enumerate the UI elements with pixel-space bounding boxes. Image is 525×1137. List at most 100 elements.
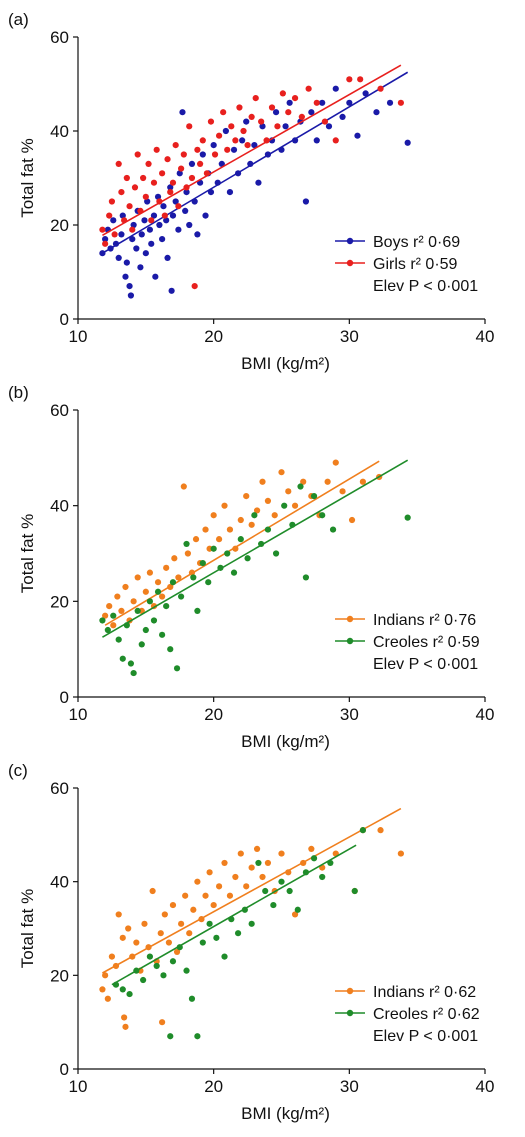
data-point [310, 855, 318, 862]
data-point [188, 995, 196, 1002]
data-point [234, 930, 242, 937]
data-point [148, 240, 155, 247]
data-point [142, 250, 149, 257]
data-point [168, 287, 175, 294]
y-tick-label: 40 [50, 873, 69, 892]
x-tick-label: 40 [476, 327, 495, 346]
data-point [194, 878, 201, 885]
y-tick-label: 60 [50, 28, 69, 47]
data-point [183, 189, 190, 196]
data-point [232, 137, 239, 144]
data-point [213, 934, 220, 941]
data-point [272, 550, 280, 557]
data-point [141, 217, 148, 224]
data-point [346, 99, 353, 106]
data-point [141, 920, 148, 927]
data-point [313, 99, 320, 106]
panel-label: (a) [8, 10, 29, 29]
data-point [305, 85, 312, 92]
data-point [329, 526, 337, 533]
data-point [169, 579, 177, 586]
y-tick-label: 0 [60, 1060, 69, 1079]
legend-marker [346, 259, 354, 267]
data-point [159, 593, 166, 600]
data-point [142, 193, 149, 200]
chart-panel-2: (b) 0 20 40 60 10 20 30 40 BMI (kg/m²) Total fat %… [8, 383, 494, 751]
data-point [244, 555, 251, 562]
data-point [278, 469, 285, 476]
legend-entry: Indians r² 0·76 [373, 612, 476, 629]
data-point [236, 104, 243, 111]
data-point [161, 911, 168, 918]
data-point [222, 127, 229, 135]
data-point [281, 502, 288, 509]
data-point [282, 123, 289, 130]
data-point [199, 939, 206, 946]
data-point [154, 193, 162, 200]
data-point [122, 1023, 129, 1030]
data-point [144, 198, 151, 205]
data-point [207, 118, 215, 125]
data-point [188, 174, 196, 182]
data-point [129, 236, 136, 243]
legend-entry: Creoles r² 0·59 [373, 634, 480, 651]
data-point [126, 283, 133, 290]
data-point [175, 574, 182, 581]
data-point [161, 212, 168, 219]
data-point [146, 598, 154, 605]
data-point [119, 934, 126, 941]
data-point [110, 217, 117, 224]
data-point [114, 593, 121, 600]
data-point [294, 906, 301, 913]
data-point [262, 887, 269, 895]
data-point [140, 174, 147, 182]
data-point [321, 118, 329, 125]
data-point [102, 236, 109, 243]
y-tick-label: 0 [60, 688, 69, 707]
data-point [146, 569, 154, 576]
data-point [221, 502, 228, 509]
data-point [146, 226, 154, 233]
data-point [167, 646, 174, 653]
data-point [125, 925, 132, 932]
data-point [154, 588, 162, 595]
data-point [160, 203, 167, 210]
data-point [127, 660, 135, 667]
data-point [404, 514, 411, 521]
data-point [339, 488, 346, 495]
data-point [169, 212, 177, 219]
data-point [111, 231, 118, 238]
data-point [302, 198, 310, 205]
data-point [210, 545, 217, 552]
data-point [130, 669, 137, 677]
data-point [119, 212, 126, 219]
data-point [194, 607, 201, 615]
data-point [272, 109, 280, 116]
data-point [163, 564, 170, 571]
data-point [300, 478, 307, 485]
x-tick-label: 20 [204, 705, 223, 724]
data-point [279, 90, 286, 97]
data-point [102, 612, 109, 619]
data-point [220, 109, 227, 116]
data-point [178, 165, 185, 172]
data-point [182, 207, 189, 214]
data-point [118, 189, 125, 196]
data-point [122, 273, 129, 280]
data-point [149, 887, 156, 895]
data-point [99, 226, 106, 233]
data-point [119, 986, 126, 993]
y-axis-title: Total fat % [18, 138, 37, 217]
data-point [134, 151, 141, 158]
data-point [259, 123, 266, 130]
data-point [186, 123, 193, 130]
series-1 [99, 71, 411, 299]
data-point [169, 901, 177, 909]
data-point [244, 142, 251, 149]
data-point [221, 953, 228, 960]
y-axis-title: Total fat % [18, 889, 37, 968]
series-2 [99, 459, 411, 677]
data-point [104, 626, 111, 634]
data-point [130, 598, 137, 605]
data-point [115, 160, 122, 167]
